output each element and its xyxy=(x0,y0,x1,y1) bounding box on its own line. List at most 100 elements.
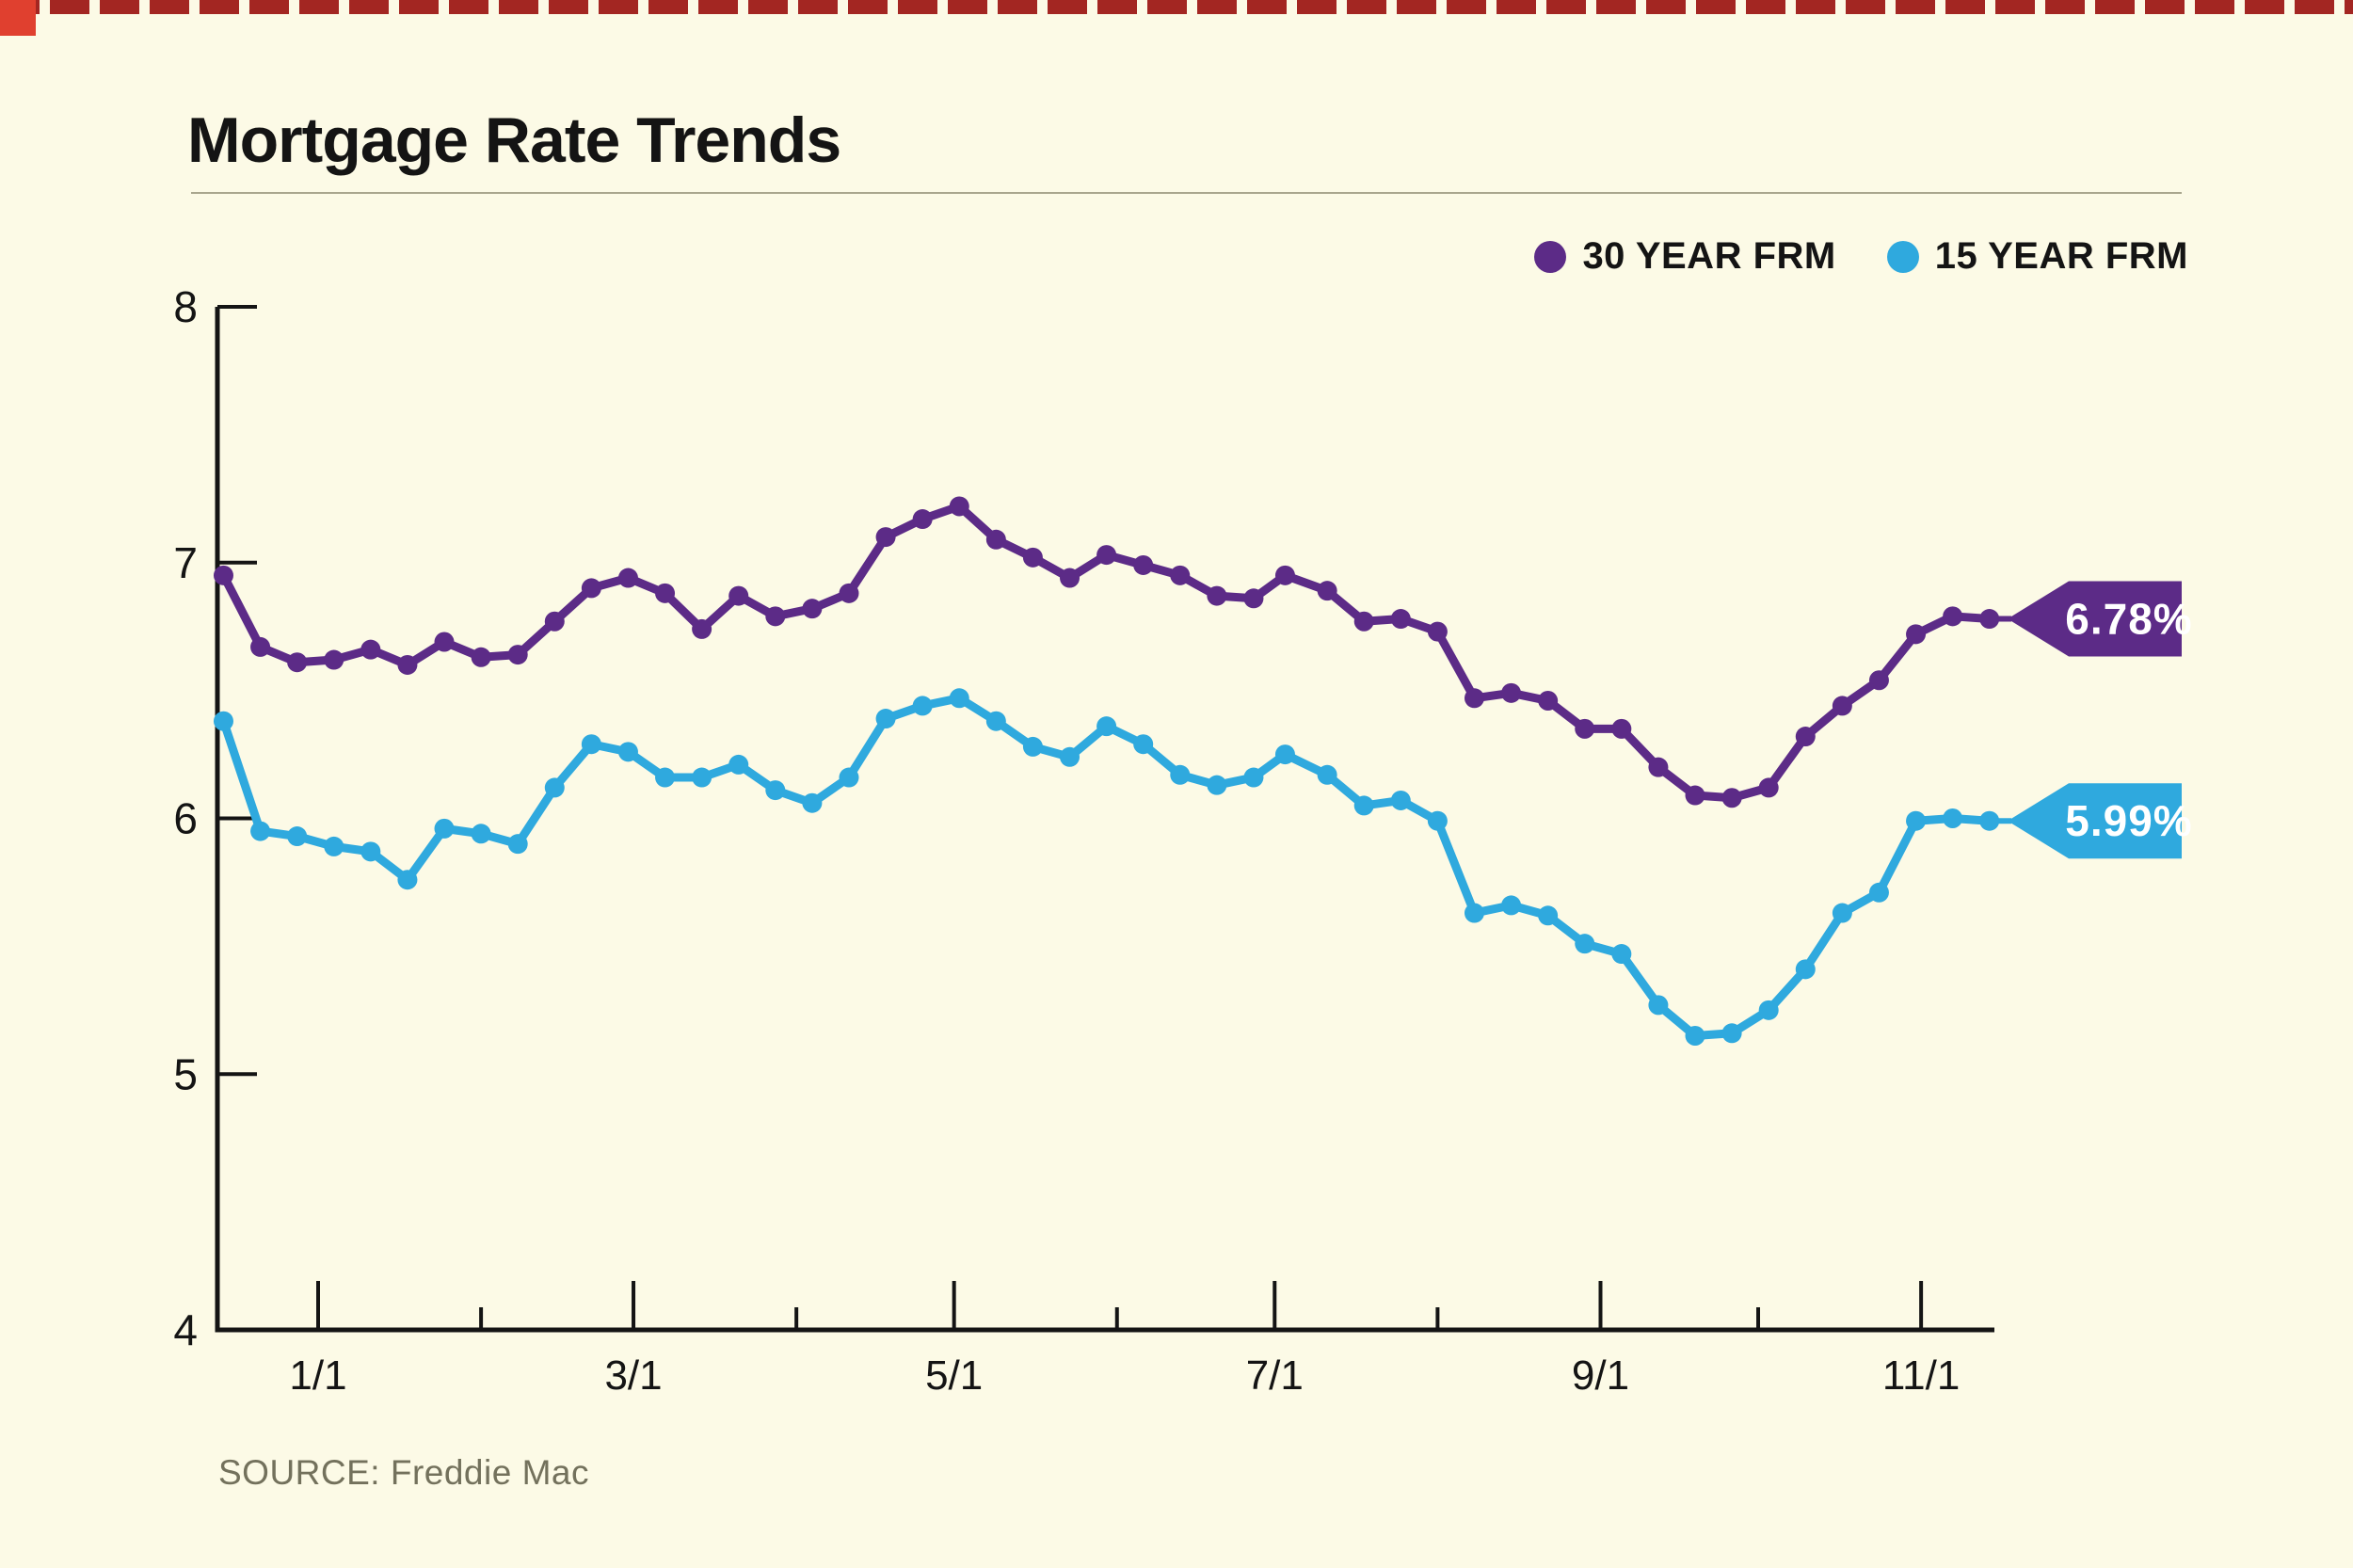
30-year-frm-data-point xyxy=(250,636,271,657)
30-year-frm-data-point xyxy=(1906,624,1927,645)
15-year-frm-data-point xyxy=(728,754,749,775)
30-year-frm-data-point xyxy=(1501,682,1522,703)
30-year-frm-data-point xyxy=(1133,554,1154,575)
15-year-frm-data-point xyxy=(985,711,1006,731)
15-year-frm-line xyxy=(218,694,1994,1040)
15-year-frm-callout-label: 5.99% xyxy=(2065,796,2192,845)
30-year-frm-data-point xyxy=(1721,788,1742,808)
15-year-frm-data-point xyxy=(1648,995,1669,1016)
15-year-frm-data-point xyxy=(397,870,418,890)
x-tick-label: 5/1 xyxy=(925,1352,983,1399)
15-year-frm-data-point xyxy=(507,834,528,855)
30-year-frm-data-point xyxy=(728,585,749,606)
30-year-frm-data-point xyxy=(692,618,712,639)
15-year-frm-data-point xyxy=(839,767,859,788)
legend-label-15-year: 15 YEAR FRM xyxy=(1934,235,2188,277)
15-year-frm-data-point xyxy=(1868,882,1889,903)
15-year-frm-data-point xyxy=(360,841,381,862)
y-tick-label: 5 xyxy=(173,1049,198,1098)
15-year-frm-data-point xyxy=(1207,775,1227,795)
30-year-frm-data-point xyxy=(655,583,676,603)
30-year-frm-data-point xyxy=(617,568,638,588)
15-year-frm-data-point xyxy=(692,767,712,788)
30-year-frm-data-point xyxy=(1427,621,1448,642)
15-year-frm-data-point xyxy=(1096,716,1117,737)
x-tick-label: 3/1 xyxy=(604,1352,662,1399)
30-year-frm-data-point xyxy=(1611,718,1632,739)
30-year-frm-data-point xyxy=(213,565,233,585)
15-year-frm-data-point xyxy=(471,824,491,844)
15-year-frm-data-point xyxy=(912,696,933,716)
30-year-frm-data-point xyxy=(544,611,565,632)
30-year-frm-data-point xyxy=(1317,581,1337,601)
30-year-frm-data-point xyxy=(912,509,933,530)
30-year-frm-callout-tag xyxy=(2008,581,2182,657)
legend-dot-30-year-icon xyxy=(1534,240,1567,273)
30-year-frm-data-point xyxy=(1390,609,1411,630)
30-year-frm-data-point xyxy=(1795,727,1816,747)
page-title: Mortgage Rate Trends xyxy=(187,104,841,176)
30-year-frm-data-point xyxy=(360,639,381,660)
30-year-frm-data-point xyxy=(397,654,418,675)
15-year-frm-data-point xyxy=(1721,1023,1742,1044)
15-year-frm-data-point xyxy=(1795,959,1816,980)
30-year-frm-data-point xyxy=(1243,588,1264,609)
x-tick-label: 1/1 xyxy=(289,1352,346,1399)
30-year-frm-data-point xyxy=(839,583,859,603)
15-year-frm-data-point xyxy=(1575,934,1595,954)
30-year-frm-data-point xyxy=(324,649,344,670)
15-year-frm-data-point xyxy=(1133,734,1154,755)
15-year-frm-data-point xyxy=(1390,790,1411,810)
15-year-frm-data-point xyxy=(1170,764,1191,785)
15-year-frm-data-point xyxy=(1538,905,1559,926)
30-year-frm-data-point xyxy=(1943,606,1963,627)
30-year-frm-data-point xyxy=(1464,688,1484,709)
30-year-frm-data-point xyxy=(507,645,528,665)
15-year-frm-data-point xyxy=(1758,1000,1779,1020)
15-year-frm-data-point xyxy=(1906,810,1927,831)
15-year-frm-data-point xyxy=(949,688,969,709)
30-year-frm-data-point xyxy=(581,578,601,599)
30-year-frm-data-point xyxy=(471,647,491,667)
title-underline xyxy=(191,192,2182,194)
15-year-frm-data-point xyxy=(1611,944,1632,965)
15-year-frm-data-point xyxy=(1022,736,1043,757)
x-tick-label: 11/1 xyxy=(1882,1352,1960,1399)
15-year-frm-data-point xyxy=(1685,1025,1705,1046)
30-year-frm-data-point xyxy=(949,496,969,517)
15-year-frm-callout-tag xyxy=(2008,783,2182,859)
axis-lines xyxy=(215,307,1994,1333)
30-year-frm-data-point xyxy=(985,529,1006,550)
top-border-pattern xyxy=(0,0,2353,14)
legend-item-15-year-frm: 15 YEAR FRM xyxy=(1886,235,2188,278)
15-year-frm-data-point xyxy=(581,734,601,755)
30-year-frm-data-point xyxy=(875,527,896,548)
30-year-frm-data-point xyxy=(1868,670,1889,691)
30-year-frm-data-point xyxy=(1538,690,1559,711)
30-year-frm-data-point xyxy=(1575,718,1595,739)
15-year-frm-data-point xyxy=(1274,744,1295,765)
30-year-frm-data-point xyxy=(1685,785,1705,806)
15-year-frm-data-point xyxy=(213,711,233,731)
y-tick-label: 6 xyxy=(173,794,198,843)
15-year-frm-data-point xyxy=(1317,764,1337,785)
15-year-frm-data-point xyxy=(287,826,308,847)
15-year-frm-data-point xyxy=(1943,808,1963,828)
y-tick-label: 7 xyxy=(173,538,198,587)
15-year-frm-data-point xyxy=(1353,795,1374,816)
30-year-frm-data-point xyxy=(1758,777,1779,798)
15-year-frm-data-point xyxy=(802,792,823,813)
top-left-red-square xyxy=(0,0,36,36)
30-year-frm-data-point xyxy=(1096,545,1117,566)
15-year-frm-data-point xyxy=(434,818,455,839)
15-year-frm-data-point xyxy=(1832,903,1852,923)
30-year-frm-data-point xyxy=(1648,757,1669,777)
legend-label-30-year: 30 YEAR FRM xyxy=(1582,235,1836,277)
15-year-frm-data-point xyxy=(1427,810,1448,831)
15-year-frm-data-point xyxy=(1060,746,1080,767)
y-tick-label: 4 xyxy=(173,1305,198,1354)
30-year-frm-data-point xyxy=(287,652,308,673)
x-tick-label: 9/1 xyxy=(1572,1352,1629,1399)
